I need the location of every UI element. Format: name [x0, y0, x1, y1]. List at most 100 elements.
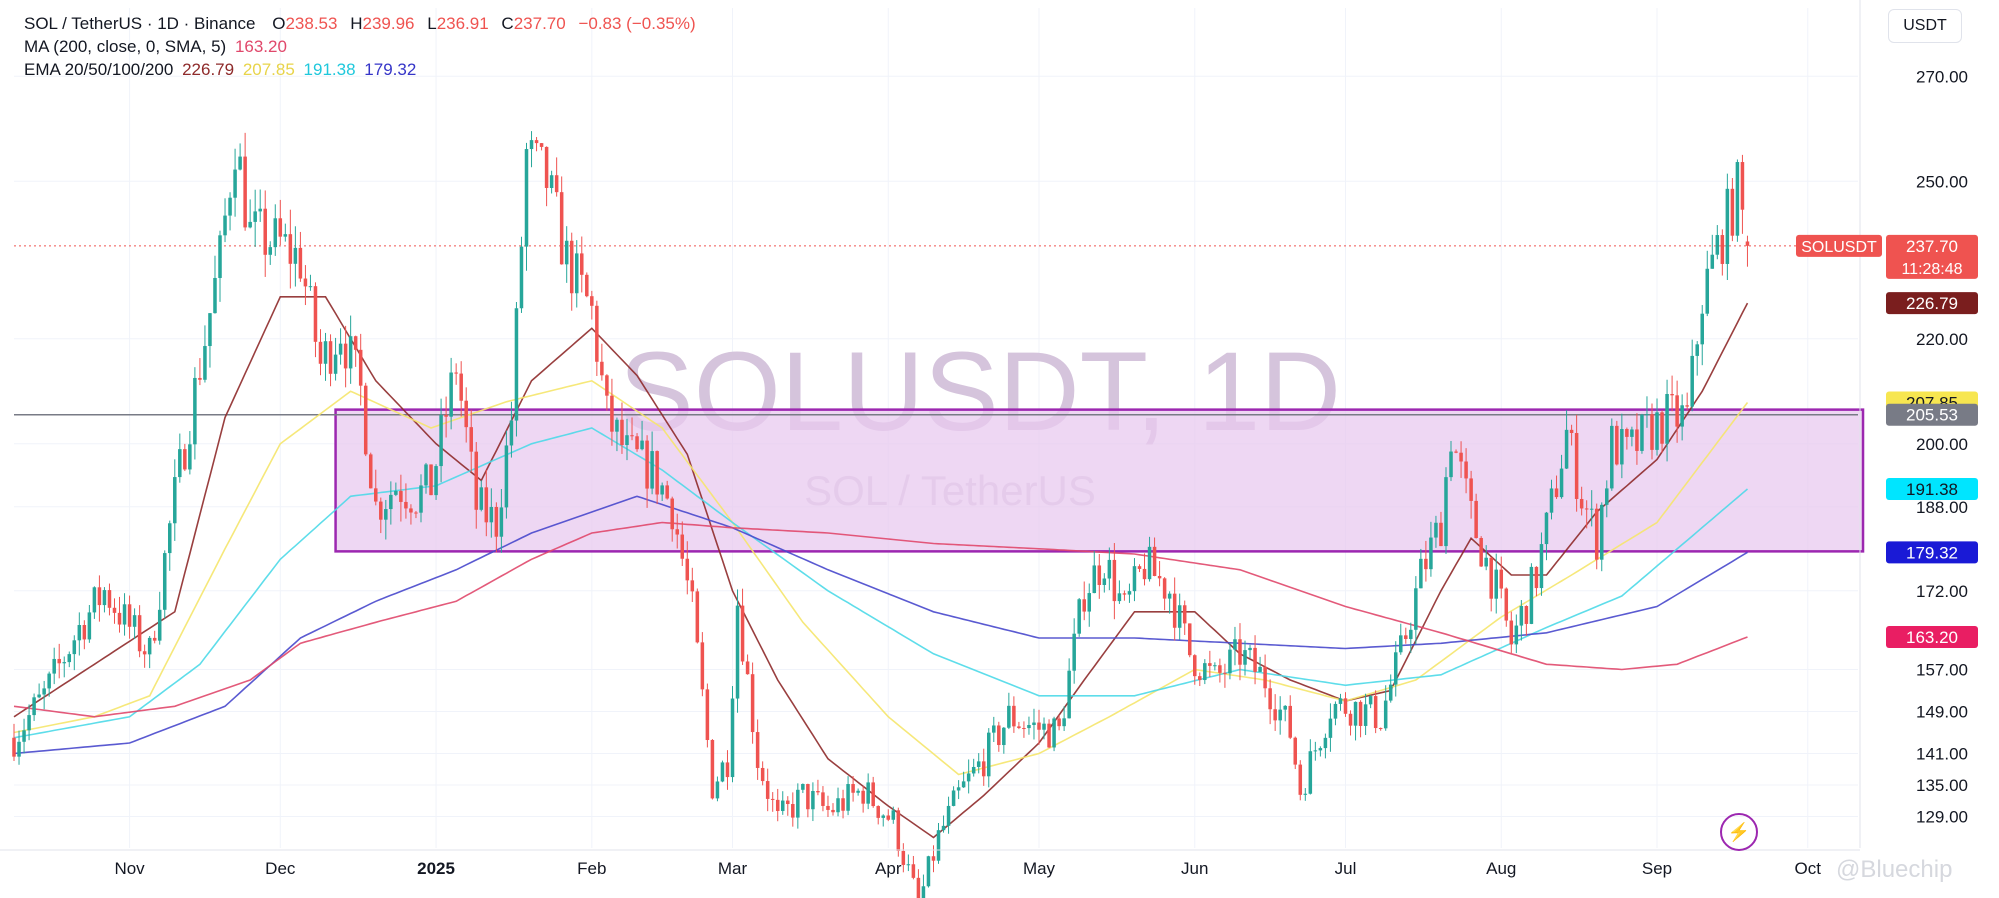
candle-body[interactable]	[499, 507, 504, 537]
candle-body[interactable]	[173, 477, 177, 524]
candle-body[interactable]	[1012, 705, 1016, 727]
candle-body[interactable]	[1393, 652, 1398, 685]
support-resistance-zone[interactable]	[334, 408, 1865, 553]
candle-body[interactable]	[1077, 599, 1081, 634]
candle-body[interactable]	[1589, 508, 1594, 510]
candle-body[interactable]	[901, 850, 906, 865]
candle-body[interactable]	[1047, 723, 1051, 748]
candle-body[interactable]	[1027, 724, 1031, 729]
candle-body[interactable]	[811, 791, 815, 810]
candle-body[interactable]	[429, 464, 433, 496]
candle-body[interactable]	[1208, 663, 1212, 666]
lightning-icon[interactable]: ⚡	[1720, 813, 1758, 851]
candle-body[interactable]	[97, 587, 102, 606]
candle-body[interactable]	[1353, 701, 1358, 726]
candle-body[interactable]	[273, 218, 278, 248]
candle-body[interactable]	[1002, 727, 1006, 746]
candle-body[interactable]	[997, 725, 1001, 746]
candle-body[interactable]	[1298, 764, 1303, 795]
candle-body[interactable]	[710, 740, 715, 799]
candle-body[interactable]	[690, 580, 695, 592]
candle-body[interactable]	[1584, 508, 1589, 510]
reference-price-label[interactable]	[1886, 403, 1978, 426]
candle-body[interactable]	[791, 804, 795, 818]
candle-body[interactable]	[941, 825, 946, 831]
candle-body[interactable]	[826, 805, 830, 810]
candle-body[interactable]	[162, 553, 167, 610]
candle-body[interactable]	[343, 343, 348, 369]
candle-body[interactable]	[519, 246, 524, 309]
candle-body[interactable]	[1514, 625, 1519, 645]
candle-body[interactable]	[1238, 639, 1242, 665]
candle-body[interactable]	[544, 146, 549, 188]
candle-body[interactable]	[127, 604, 132, 627]
candle-body[interactable]	[680, 534, 685, 559]
candle-body[interactable]	[1127, 591, 1132, 595]
candle-body[interactable]	[695, 591, 700, 643]
candle-body[interactable]	[509, 420, 514, 446]
candle-body[interactable]	[1042, 723, 1046, 730]
candle-body[interactable]	[449, 372, 453, 417]
candle-body[interactable]	[1715, 235, 1720, 255]
candle-body[interactable]	[313, 286, 318, 342]
candle-body[interactable]	[1640, 414, 1644, 451]
candle-body[interactable]	[1293, 737, 1298, 765]
candle-body[interactable]	[590, 296, 594, 306]
candle-body[interactable]	[37, 694, 41, 698]
candle-body[interactable]	[896, 810, 901, 851]
candle-body[interactable]	[921, 886, 926, 898]
candle-body[interactable]	[660, 485, 664, 495]
candle-body[interactable]	[358, 349, 363, 386]
candle-body[interactable]	[1172, 593, 1177, 628]
ema50-line[interactable]	[13, 379, 1749, 776]
candle-body[interactable]	[419, 485, 423, 513]
candle-body[interactable]	[1630, 429, 1634, 437]
candle-body[interactable]	[218, 235, 222, 278]
candle-body[interactable]	[720, 762, 725, 782]
candle-body[interactable]	[630, 435, 634, 437]
ema200-line[interactable]	[13, 495, 1748, 755]
candle-body[interactable]	[1574, 432, 1579, 499]
candle-body[interactable]	[610, 395, 614, 432]
candle-body[interactable]	[409, 508, 413, 513]
candle-body[interactable]	[67, 654, 72, 663]
candle-body[interactable]	[1494, 569, 1498, 599]
candle-body[interactable]	[1152, 546, 1157, 576]
candle-body[interactable]	[775, 799, 780, 812]
candle-body[interactable]	[333, 354, 338, 374]
candle-body[interactable]	[484, 487, 489, 523]
candle-body[interactable]	[233, 169, 237, 198]
candle-body[interactable]	[1564, 429, 1569, 469]
candle-body[interactable]	[1233, 639, 1237, 650]
candle-body[interactable]	[1434, 522, 1438, 538]
candle-body[interactable]	[574, 253, 579, 294]
candle-body[interactable]	[1605, 488, 1609, 505]
candle-body[interactable]	[1082, 599, 1086, 612]
candle-body[interactable]	[504, 445, 509, 508]
candle-body[interactable]	[1348, 713, 1353, 726]
candle-body[interactable]	[886, 815, 891, 820]
candle-body[interactable]	[1459, 452, 1463, 462]
candle-body[interactable]	[554, 175, 559, 193]
candle-body[interactable]	[700, 642, 705, 690]
candle-body[interactable]	[856, 790, 860, 793]
candle-body[interactable]	[514, 308, 519, 421]
candle-body[interactable]	[1685, 405, 1689, 407]
candle-body[interactable]	[1368, 696, 1373, 705]
candle-body[interactable]	[293, 247, 298, 264]
candle-body[interactable]	[1203, 663, 1207, 681]
candle-body[interactable]	[1670, 394, 1674, 396]
candle-body[interactable]	[258, 208, 262, 212]
candle-body[interactable]	[992, 725, 996, 733]
candle-body[interactable]	[243, 156, 247, 228]
candle-body[interactable]	[1509, 620, 1514, 645]
candle-body[interactable]	[1615, 425, 1619, 465]
candle-body[interactable]	[1439, 522, 1443, 547]
candle-body[interactable]	[780, 800, 785, 812]
candle-body[interactable]	[564, 240, 569, 265]
candle-body[interactable]	[1454, 451, 1458, 453]
candle-body[interactable]	[1660, 412, 1664, 444]
candle-body[interactable]	[1218, 665, 1222, 673]
candle-body[interactable]	[268, 247, 273, 255]
